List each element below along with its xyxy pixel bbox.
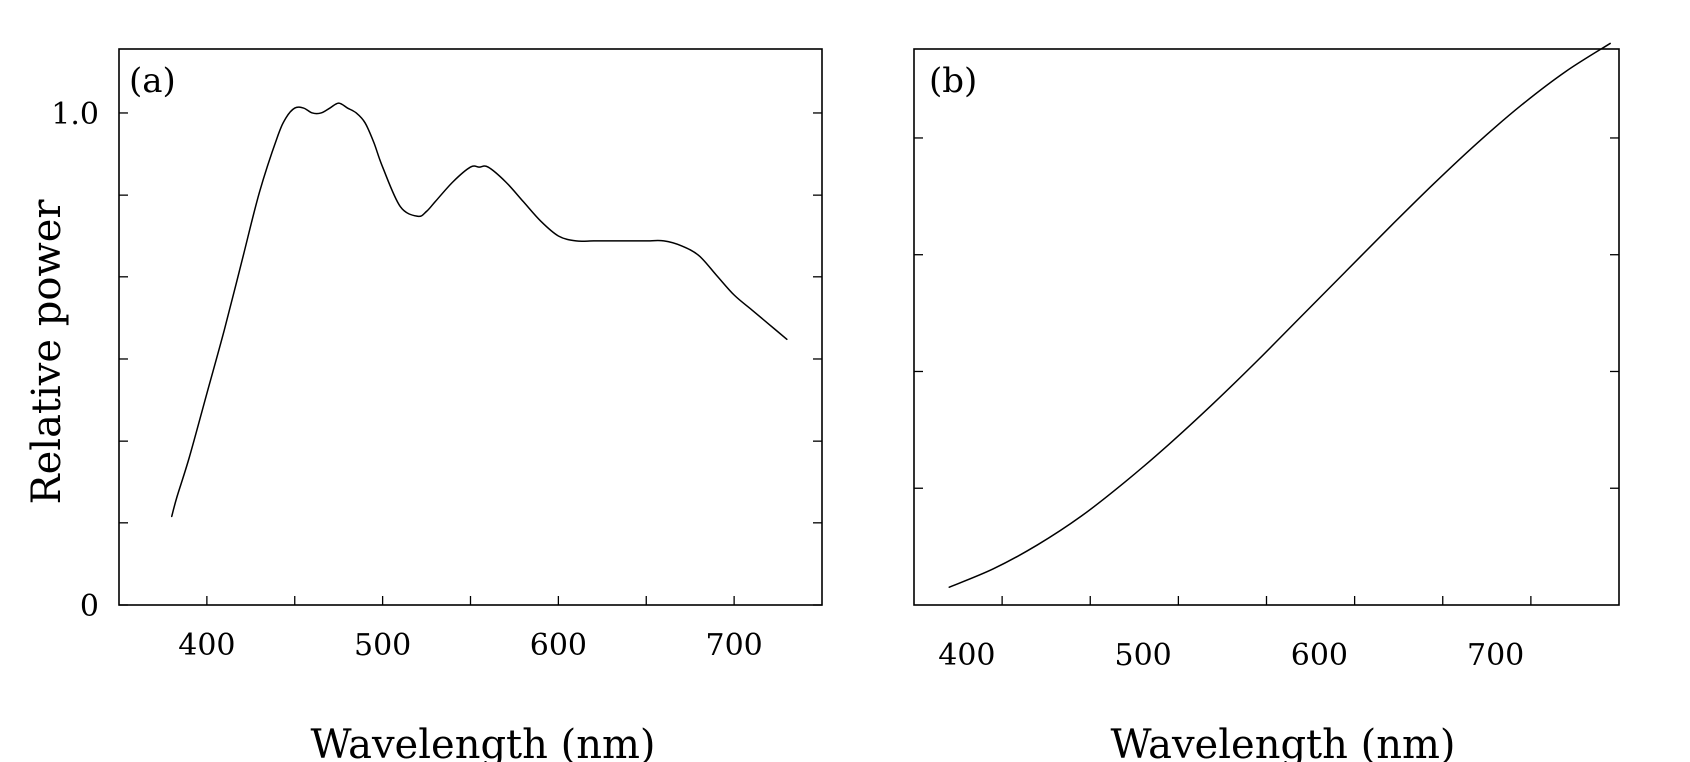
panel-a-tick-labels: 400 500 600 700 0 1.0 xyxy=(51,97,762,663)
panel-a-x-tick-label: 700 xyxy=(705,628,762,663)
panel-b-series-line xyxy=(948,42,1611,588)
panel-a-y-axis-label: Relative power xyxy=(24,199,70,505)
panel-b-x-tick-label: 600 xyxy=(1291,638,1348,673)
panel-a-x-tick-label: 400 xyxy=(178,628,235,663)
panel-b-x-tick-label: 500 xyxy=(1114,638,1171,673)
panel-b-plot-frame xyxy=(913,48,1620,606)
panel-a-x-tick-label: 500 xyxy=(354,628,411,663)
panel-a-y-tick-label: 0 xyxy=(80,589,99,624)
panel-b-label: (b) xyxy=(929,61,977,101)
panel-b-x-tick-label: 700 xyxy=(1467,638,1524,673)
panel-a: 400 500 600 700 0 1.0 (a) Wavelength (nm) Rel… xyxy=(24,48,823,762)
panel-b-x-axis-label: Wavelength (nm) xyxy=(1110,722,1455,762)
panel-b-x-tick-label: 400 xyxy=(938,638,995,673)
panel-a-y-tick-label: 1.0 xyxy=(51,97,99,132)
panel-b-tick-labels: 400 500 600 700 xyxy=(938,638,1524,673)
panel-a-label: (a) xyxy=(129,61,176,101)
panel-b: 400 500 600 700 (b) Wavelength (nm) xyxy=(913,42,1620,762)
panel-a-series-line xyxy=(170,102,788,518)
panel-a-x-axis-label: Wavelength (nm) xyxy=(310,722,655,762)
panel-b-ticks xyxy=(914,137,1619,605)
panel-a-x-tick-label: 600 xyxy=(530,628,587,663)
panel-a-ticks xyxy=(119,112,822,606)
